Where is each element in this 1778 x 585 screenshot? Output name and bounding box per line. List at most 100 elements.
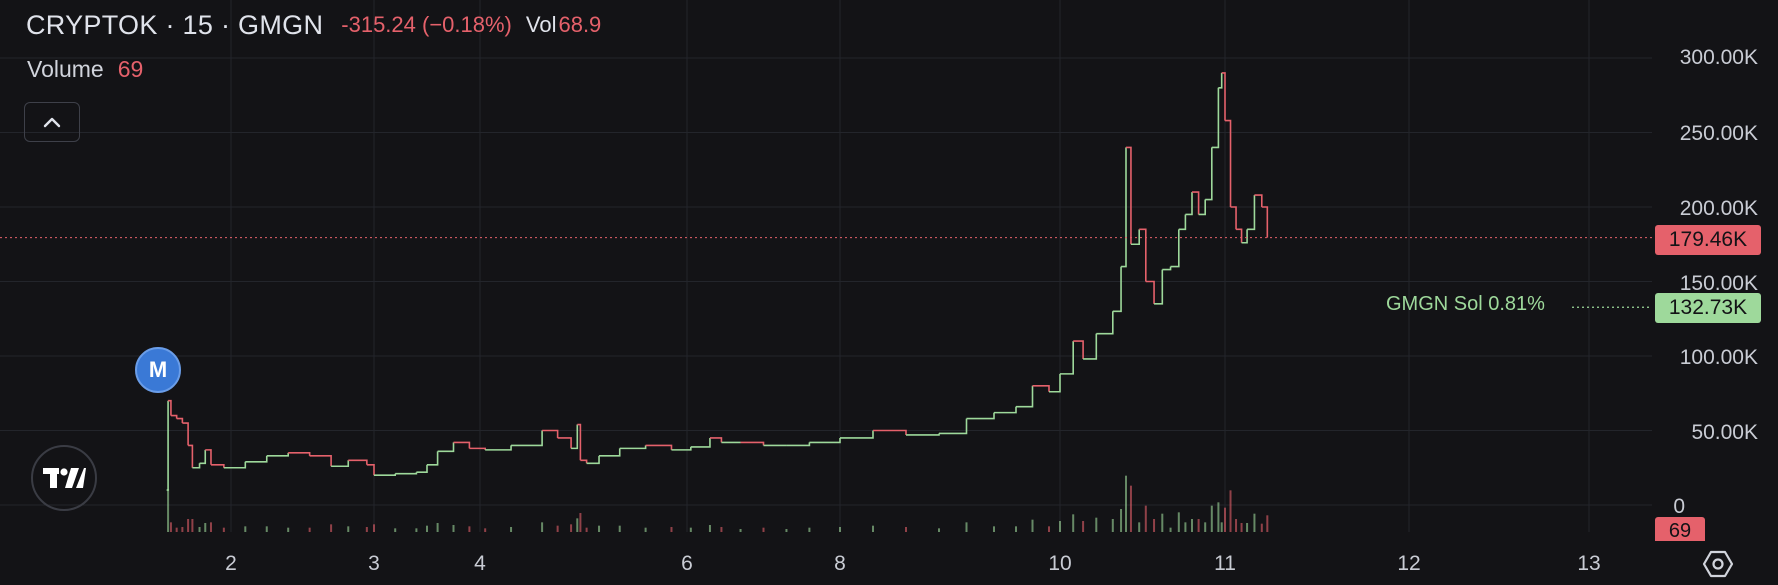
volume-bar [1197,519,1200,532]
price-segment [1205,147,1213,201]
last-price-tag: 179.46K [1655,225,1761,255]
collapse-legend-button[interactable] [24,102,80,142]
volume-bar [394,528,397,532]
price-segment [1247,195,1256,231]
volume-bar [1260,523,1263,532]
volume-bar [426,525,428,532]
price-segment [1185,192,1193,216]
price-segment [1178,214,1187,231]
volume-indicator-value: 69 [117,56,144,82]
volume-bar [265,526,268,532]
volume-bar [175,527,178,532]
time-tick: 11 [1214,552,1236,575]
volume-bar [1111,519,1114,532]
price-segment [1060,341,1074,375]
price-segment [619,445,647,450]
volume-tag: 69 [1655,517,1705,541]
volume-bar [1059,521,1061,532]
volume-bar [1246,523,1249,532]
volume-bar [762,527,765,532]
volume-bar [1224,507,1226,532]
volume-bar [739,529,742,532]
price-segment [645,444,673,450]
volume-bar [209,522,212,532]
volume-bar [570,524,573,532]
volume-bar [222,527,225,532]
price-tick: 100.00K [1679,346,1758,369]
price-segment [557,437,572,449]
volume-bar [1220,522,1223,532]
symbol-title[interactable]: CRYPTOK · 15 · GMGN [26,9,324,40]
price-segment [192,463,201,469]
volume-bar [965,522,968,532]
volume-bar [579,513,582,532]
price-segment [223,461,247,469]
m-marker[interactable]: M [135,347,181,393]
volume-bar [1169,527,1172,532]
chart-settings-button[interactable] [1702,548,1734,580]
price-segment [671,446,692,451]
volume-bar [187,519,190,532]
volume-bar [169,522,172,532]
volume-bar [1153,519,1156,532]
volume-bar [484,528,487,532]
volume-indicator-legend[interactable]: Volume 69 [27,56,143,83]
price-tick: 200.00K [1679,197,1758,220]
price-segment [1192,191,1200,215]
price-segment [366,463,375,476]
price-segment [170,414,178,419]
price-segment [840,430,874,439]
volume-bar [1253,513,1256,532]
price-segment [210,463,225,468]
price-segment [690,437,711,448]
volume-bar [1120,509,1123,532]
volume-zero-tick: 0 [1673,495,1685,518]
time-tick: 4 [474,552,486,575]
price-segment [437,442,455,453]
time-tick: 3 [368,552,380,575]
gmgn-price-tag: 132.73K [1655,293,1761,323]
price-segment [1096,311,1114,335]
price-tick: 300.00K [1679,46,1758,69]
volume-bar [905,527,907,532]
volume-bar [1204,522,1207,532]
volume-bar [1031,519,1034,532]
price-segment [994,406,1017,414]
volume-bar [1229,490,1232,532]
volume-bar [436,523,439,532]
price-segment [1198,199,1206,216]
price-segment [485,445,512,451]
volume-bars [167,475,1269,532]
price-tick: 50.00K [1691,421,1758,444]
volume-bar [576,518,579,532]
volume-bar [1129,485,1132,532]
price-segment [245,455,268,463]
price-segment [331,460,350,468]
volume-bar [839,527,841,532]
price-segment [1112,266,1122,313]
price-segment [511,430,543,447]
price-segment [1130,229,1140,246]
volume-bar [1177,512,1180,532]
volume-bar [618,525,621,532]
volume-bar [1144,505,1147,532]
volume-bar [541,522,544,532]
volume-bar [720,527,723,532]
price-segment [571,424,579,450]
volume-bar [938,528,940,532]
volume-bar [415,528,418,532]
price-segment [786,442,811,447]
price-segment [809,437,841,444]
volume-bar [452,525,455,532]
price-segment [1218,72,1223,89]
tradingview-logo-icon[interactable] [31,445,97,511]
price-segment [1145,280,1155,304]
price-segment [469,447,486,450]
price-segment [1016,385,1034,408]
volume-bar [872,525,874,532]
volume-bar [785,529,788,532]
symbol-header: CRYPTOK · 15 · GMGN -315.24 (−0.18%) Vol… [26,8,601,42]
price-segment [309,455,332,467]
chart-grid [0,0,1652,532]
